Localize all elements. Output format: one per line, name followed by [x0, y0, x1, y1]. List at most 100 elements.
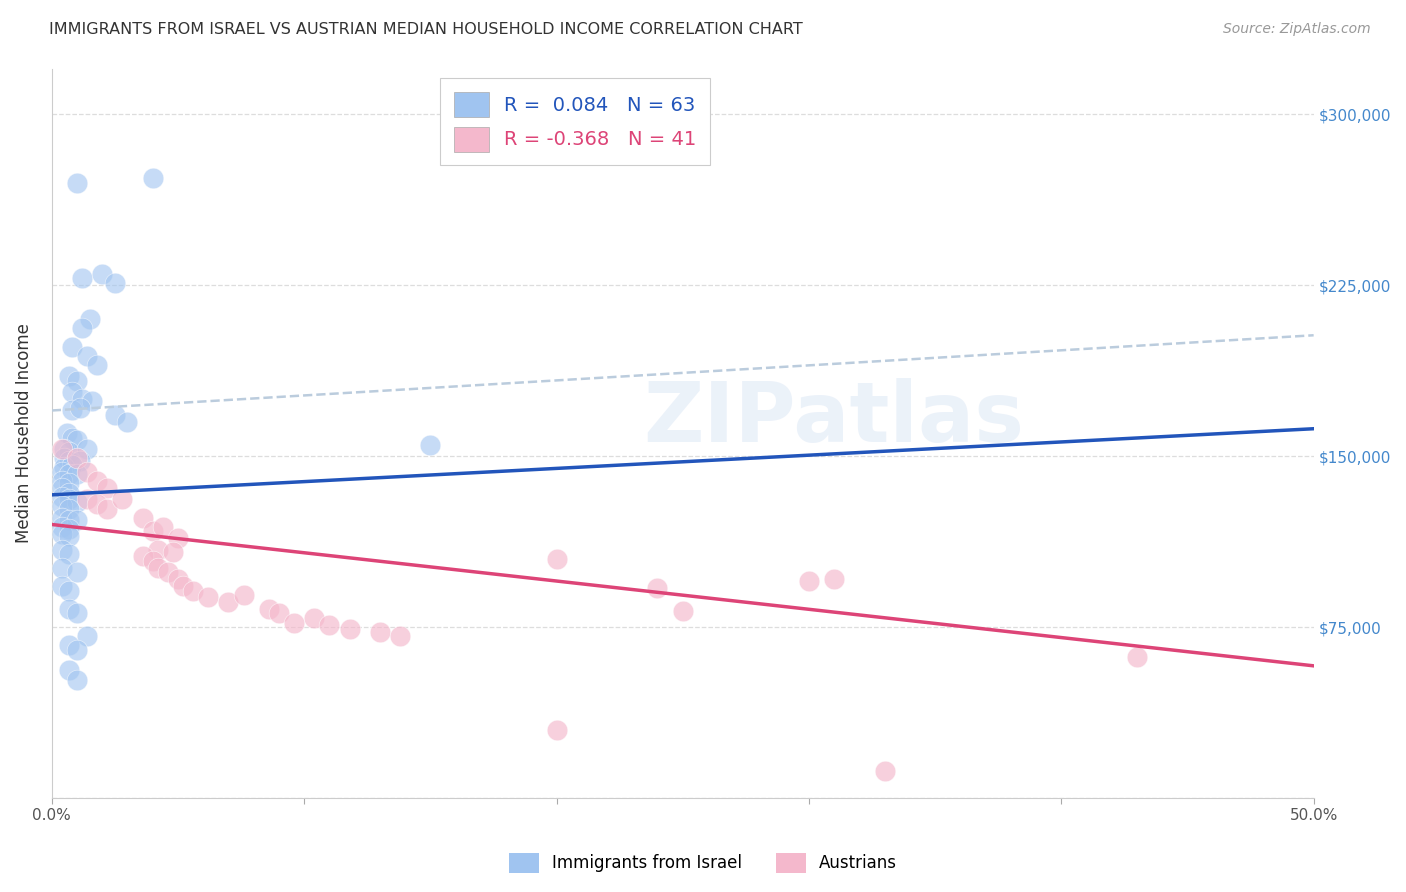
Point — [69, 453, 91, 467]
Point — [142, 554, 165, 568]
Point — [53, 442, 76, 457]
Point — [51, 474, 73, 488]
Point — [70, 271, 93, 285]
Point — [58, 602, 80, 616]
Point — [60, 385, 83, 400]
Point — [181, 583, 204, 598]
Point — [82, 394, 104, 409]
Point — [1126, 649, 1149, 664]
Point — [66, 433, 89, 447]
Point — [66, 451, 89, 466]
Point — [53, 451, 76, 466]
Point — [69, 401, 91, 416]
Point — [142, 170, 165, 185]
Point — [647, 582, 669, 596]
Point — [66, 467, 89, 482]
Point — [58, 664, 80, 678]
Point — [58, 547, 80, 561]
Point — [117, 415, 139, 429]
Point — [66, 494, 89, 508]
Point — [368, 624, 391, 639]
Point — [58, 485, 80, 500]
Point — [58, 453, 80, 467]
Point — [217, 595, 239, 609]
Point — [96, 501, 118, 516]
Point — [91, 267, 114, 281]
Point — [70, 321, 93, 335]
Legend: R =  0.084   N = 63, R = -0.368   N = 41: R = 0.084 N = 63, R = -0.368 N = 41 — [440, 78, 710, 165]
Point — [51, 579, 73, 593]
Y-axis label: Median Household Income: Median Household Income — [15, 324, 32, 543]
Point — [51, 465, 73, 479]
Point — [66, 176, 89, 190]
Point — [51, 510, 73, 524]
Point — [58, 476, 80, 491]
Point — [339, 623, 361, 637]
Point — [318, 617, 340, 632]
Point — [58, 583, 80, 598]
Point — [58, 369, 80, 384]
Point — [96, 481, 118, 495]
Point — [873, 764, 896, 778]
Point — [60, 403, 83, 417]
Point — [162, 545, 184, 559]
Point — [172, 579, 194, 593]
Point — [58, 522, 80, 536]
Legend: Immigrants from Israel, Austrians: Immigrants from Israel, Austrians — [502, 847, 904, 880]
Point — [104, 276, 127, 290]
Point — [111, 492, 134, 507]
Point — [142, 524, 165, 539]
Point — [51, 526, 73, 541]
Point — [232, 588, 254, 602]
Point — [51, 500, 73, 514]
Point — [389, 629, 412, 643]
Point — [104, 408, 127, 422]
Point — [131, 510, 153, 524]
Point — [267, 607, 290, 621]
Point — [66, 643, 89, 657]
Point — [51, 542, 73, 557]
Point — [58, 444, 80, 458]
Point — [86, 497, 108, 511]
Point — [58, 529, 80, 543]
Point — [66, 374, 89, 388]
Point — [419, 438, 441, 452]
Point — [70, 392, 93, 406]
Point — [76, 465, 98, 479]
Point — [546, 723, 568, 737]
Point — [79, 312, 101, 326]
Point — [51, 481, 73, 495]
Point — [131, 549, 153, 564]
Point — [66, 673, 89, 687]
Point — [76, 629, 98, 643]
Point — [51, 520, 73, 534]
Text: IMMIGRANTS FROM ISRAEL VS AUSTRIAN MEDIAN HOUSEHOLD INCOME CORRELATION CHART: IMMIGRANTS FROM ISRAEL VS AUSTRIAN MEDIA… — [49, 22, 803, 37]
Point — [60, 458, 83, 473]
Point — [86, 358, 108, 372]
Point — [302, 611, 325, 625]
Point — [257, 602, 280, 616]
Point — [66, 513, 89, 527]
Point — [58, 492, 80, 507]
Point — [58, 467, 80, 482]
Point — [283, 615, 305, 630]
Point — [76, 492, 98, 507]
Point — [58, 501, 80, 516]
Point — [58, 638, 80, 652]
Point — [546, 551, 568, 566]
Point — [51, 561, 73, 575]
Point — [86, 474, 108, 488]
Point — [56, 426, 79, 441]
Point — [823, 572, 845, 586]
Point — [797, 574, 820, 589]
Point — [66, 566, 89, 580]
Point — [167, 572, 190, 586]
Point — [51, 442, 73, 457]
Text: Source: ZipAtlas.com: Source: ZipAtlas.com — [1223, 22, 1371, 37]
Point — [76, 349, 98, 363]
Point — [76, 442, 98, 457]
Point — [152, 520, 174, 534]
Point — [146, 542, 169, 557]
Point — [60, 431, 83, 445]
Point — [167, 531, 190, 545]
